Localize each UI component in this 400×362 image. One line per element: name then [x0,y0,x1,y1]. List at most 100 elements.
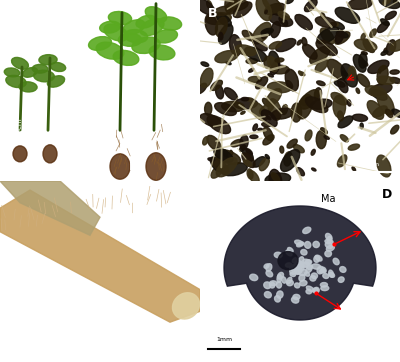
Ellipse shape [211,165,223,178]
Text: Eh: Eh [78,317,90,327]
Ellipse shape [264,264,269,268]
Ellipse shape [205,14,218,35]
Ellipse shape [321,13,325,19]
Ellipse shape [159,16,181,31]
Ellipse shape [295,240,303,245]
Ellipse shape [297,94,312,119]
Ellipse shape [306,289,312,294]
Ellipse shape [270,282,275,288]
Ellipse shape [362,52,367,55]
Ellipse shape [352,167,356,171]
Ellipse shape [89,36,111,51]
Ellipse shape [109,11,131,25]
Ellipse shape [210,157,223,172]
Ellipse shape [207,115,230,134]
Ellipse shape [201,62,209,66]
Ellipse shape [371,90,387,100]
Ellipse shape [252,22,271,44]
Ellipse shape [221,163,247,176]
Ellipse shape [277,274,282,282]
Ellipse shape [118,33,142,46]
Ellipse shape [335,30,344,43]
Text: My: My [129,162,143,172]
Ellipse shape [321,286,329,291]
Ellipse shape [370,29,376,37]
Ellipse shape [268,74,273,77]
Ellipse shape [348,144,360,150]
Ellipse shape [367,101,384,119]
Ellipse shape [340,135,348,142]
Ellipse shape [386,40,396,55]
Ellipse shape [386,109,393,118]
Ellipse shape [290,268,296,274]
Ellipse shape [381,51,388,55]
Ellipse shape [300,281,307,286]
Ellipse shape [393,0,396,3]
Ellipse shape [325,239,333,244]
Ellipse shape [276,39,296,52]
Ellipse shape [385,11,396,20]
Ellipse shape [373,106,387,117]
Ellipse shape [278,252,298,270]
Ellipse shape [292,264,300,269]
Ellipse shape [338,155,347,167]
Ellipse shape [312,264,320,269]
Ellipse shape [377,66,388,85]
Ellipse shape [219,33,223,40]
Ellipse shape [270,65,289,74]
Ellipse shape [247,169,253,179]
Ellipse shape [311,150,315,155]
Ellipse shape [216,17,227,37]
Ellipse shape [265,173,291,185]
Ellipse shape [290,265,298,272]
Ellipse shape [293,294,300,299]
Ellipse shape [377,92,394,115]
Ellipse shape [307,265,313,269]
Ellipse shape [200,68,213,88]
Ellipse shape [276,282,282,288]
Ellipse shape [208,158,214,161]
Ellipse shape [203,137,208,145]
Ellipse shape [281,277,286,283]
Ellipse shape [300,100,310,105]
Ellipse shape [110,154,130,179]
Ellipse shape [214,148,233,162]
Ellipse shape [224,150,228,157]
Ellipse shape [334,32,350,44]
Ellipse shape [320,283,328,287]
Ellipse shape [304,0,317,12]
Ellipse shape [314,88,322,101]
Ellipse shape [136,16,156,28]
Ellipse shape [212,159,228,173]
Ellipse shape [329,270,334,277]
Text: 1mm: 1mm [216,337,232,342]
Ellipse shape [301,72,305,76]
Ellipse shape [248,76,262,83]
Ellipse shape [321,267,326,273]
Ellipse shape [294,283,300,288]
Ellipse shape [240,135,248,150]
Ellipse shape [343,71,348,76]
Ellipse shape [207,135,221,151]
Ellipse shape [242,148,253,161]
Ellipse shape [300,262,308,268]
Ellipse shape [360,60,368,66]
Ellipse shape [234,98,257,109]
Ellipse shape [287,277,292,284]
Ellipse shape [265,155,269,159]
Ellipse shape [333,95,346,118]
Ellipse shape [96,43,124,59]
Text: A: A [4,7,14,20]
Ellipse shape [327,236,332,243]
Ellipse shape [297,265,304,271]
Ellipse shape [206,13,231,25]
Ellipse shape [196,83,207,94]
Ellipse shape [338,116,353,128]
Ellipse shape [268,99,281,120]
Ellipse shape [211,80,222,90]
Ellipse shape [325,251,332,257]
Ellipse shape [320,28,334,44]
Ellipse shape [326,233,332,241]
Ellipse shape [293,144,304,153]
Ellipse shape [377,155,391,177]
